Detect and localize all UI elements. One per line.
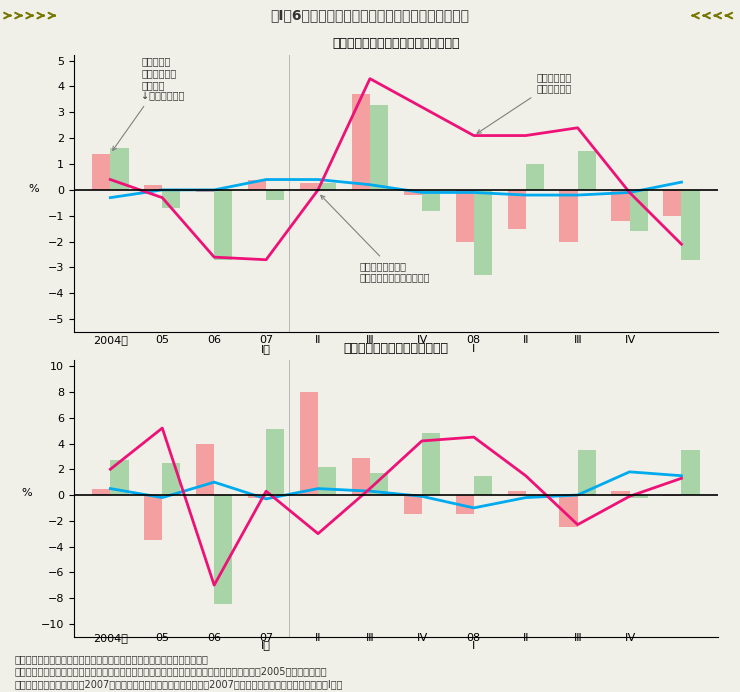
Text: 05: 05 [155, 632, 169, 643]
Bar [214, 190, 232, 260]
Bar [370, 104, 388, 190]
Text: Ⅳ: Ⅳ [417, 335, 427, 345]
Bar [318, 466, 336, 495]
Bar [630, 495, 648, 498]
Bar [162, 463, 181, 495]
Bar [318, 183, 336, 190]
Bar [474, 190, 492, 275]
Bar [370, 473, 388, 495]
Y-axis label: %: % [21, 489, 33, 498]
Text: 注：「家計調査」の勤労者世帯の１世帯当たり年平均１か月間の数値を「消費者物価指数」（2005年基準）で実質: 注：「家計調査」の勤労者世帯の１世帯当たり年平均１か月間の数値を「消費者物価指数… [15, 666, 327, 676]
Text: 07: 07 [259, 335, 273, 345]
Text: 06: 06 [207, 335, 221, 345]
Text: Ⅳ: Ⅳ [417, 632, 427, 643]
Title: （単身世帯のうち勤労者世帯）: （単身世帯のうち勤労者世帯） [343, 342, 448, 354]
Bar [682, 450, 699, 495]
Bar [559, 190, 578, 242]
Text: 06: 06 [207, 632, 221, 643]
Bar [508, 491, 525, 495]
Text: Ⅱ: Ⅱ [523, 632, 528, 643]
Text: I: I [472, 641, 475, 650]
Bar [630, 190, 648, 231]
Text: 05: 05 [155, 335, 169, 345]
Bar [456, 190, 474, 242]
Text: 消費支出に占める
食料費の割合（対前年差）: 消費支出に占める 食料費の割合（対前年差） [321, 195, 430, 282]
Bar [404, 495, 422, 514]
Bar [300, 183, 318, 190]
Bar [422, 433, 440, 495]
Bar [144, 495, 162, 540]
Text: 平均消費性向
（対前年差）: 平均消費性向 （対前年差） [477, 72, 571, 134]
Text: Ⅲ: Ⅲ [366, 632, 374, 643]
Bar [611, 190, 630, 221]
Text: Ⅱ: Ⅱ [315, 335, 320, 345]
Bar [196, 444, 214, 495]
Bar [248, 179, 266, 190]
Bar [266, 190, 284, 200]
Bar [578, 450, 596, 495]
Bar [682, 190, 699, 260]
Bar [456, 495, 474, 514]
Text: I: I [472, 344, 475, 354]
Bar [92, 489, 110, 495]
Bar [110, 149, 129, 190]
Text: I期: I期 [261, 641, 271, 650]
Bar [92, 154, 110, 190]
Text: Ⅲ: Ⅲ [574, 632, 582, 643]
Bar [162, 190, 181, 208]
Bar [508, 190, 525, 228]
Text: 化した数値の対前年比ﾈ2007年以降は対前年同期比ﾉ、対前年差ﾈ2007年以降は対前年同期差ﾉを求めた。Ⅰ期は: 化した数値の対前年比ﾈ2007年以降は対前年同期比ﾉ、対前年差ﾈ2007年以降は… [15, 679, 343, 689]
Text: 08: 08 [467, 335, 481, 345]
Bar [300, 392, 318, 495]
Bar [611, 491, 630, 495]
Text: 資料：総務省「家計調査」、「消費者物価指数」を基に農林水産省で作成: 資料：総務省「家計調査」、「消費者物価指数」を基に農林水産省で作成 [15, 654, 209, 664]
Text: 07: 07 [259, 632, 273, 643]
Text: 可処分所得
（対前年比）
消費支出
↓（対前年比）: 可処分所得 （対前年比） 消費支出 ↓（対前年比） [112, 57, 185, 150]
Bar [663, 495, 682, 496]
Text: Ⅱ: Ⅱ [315, 632, 320, 643]
Text: １～３月期、Ⅱは４～６月期、Ⅲは７～９月期、Ⅳは10～12月期を表す。: １～３月期、Ⅱは４～６月期、Ⅲは７～９月期、Ⅳは10～12月期を表す。 [15, 691, 224, 692]
Bar [110, 460, 129, 495]
Text: I期: I期 [261, 344, 271, 354]
Text: Ⅲ: Ⅲ [366, 335, 374, 345]
Bar [474, 475, 492, 495]
Bar [214, 495, 232, 604]
Text: 図Ⅰ－6　可処分所得と消費支出の対前年比等の推移: 図Ⅰ－6 可処分所得と消費支出の対前年比等の推移 [271, 8, 469, 23]
Text: 08: 08 [467, 632, 481, 643]
Text: Ⅲ: Ⅲ [574, 335, 582, 345]
Text: 2004年: 2004年 [93, 335, 128, 345]
Bar [352, 457, 370, 495]
Title: （二人以上の世帯のうち勤労者世帯）: （二人以上の世帯のうち勤労者世帯） [332, 37, 460, 50]
Bar [525, 495, 544, 498]
Y-axis label: %: % [29, 184, 39, 194]
Bar [422, 190, 440, 210]
Text: Ⅱ: Ⅱ [523, 335, 528, 345]
Bar [144, 185, 162, 190]
Bar [266, 429, 284, 495]
Bar [578, 151, 596, 190]
Bar [663, 190, 682, 216]
Bar [404, 190, 422, 195]
Bar [559, 495, 578, 527]
Text: 2004年: 2004年 [93, 632, 128, 643]
Bar [525, 164, 544, 190]
Bar [352, 94, 370, 190]
Text: Ⅳ: Ⅳ [625, 335, 635, 345]
Bar [196, 190, 214, 192]
Text: Ⅳ: Ⅳ [625, 632, 635, 643]
Bar [248, 495, 266, 498]
